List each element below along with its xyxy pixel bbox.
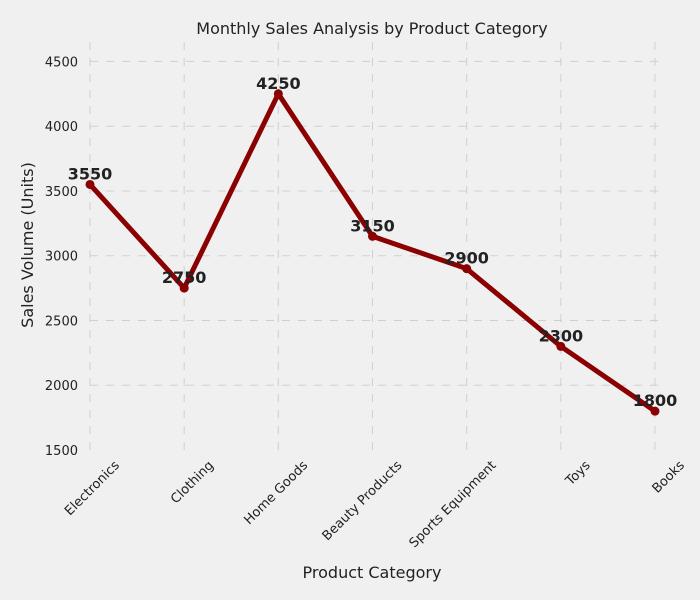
data-point [368, 231, 377, 241]
data-point [179, 283, 189, 293]
data-label: 1800 [633, 391, 678, 410]
x-tick-label: Beauty Products [320, 458, 406, 544]
x-tick-label: Sports Equipment [407, 458, 500, 551]
data-point [556, 341, 566, 351]
data-label: 2900 [444, 249, 489, 268]
x-tick-label: Clothing [168, 458, 217, 507]
y-tick-label: 2000 [45, 379, 78, 394]
series-group [85, 88, 660, 416]
data-point [85, 179, 95, 189]
x-axis-label: Product Category [303, 563, 442, 582]
x-tick-label: Home Goods [241, 458, 311, 528]
x-grid [89, 42, 656, 450]
y-tick-label: 2500 [45, 314, 78, 329]
x-tick-label: Books [650, 458, 688, 496]
x-tick-label: Electronics [62, 458, 123, 519]
data-point [273, 89, 283, 99]
x-tick-label: Toys [562, 458, 593, 489]
data-label: 4250 [256, 74, 301, 93]
data-labels: 3550 2750 4250 3150 2900 2300 1800 [68, 74, 678, 410]
data-label: 3150 [350, 216, 395, 235]
data-point [462, 264, 472, 274]
data-label: 2750 [162, 268, 207, 287]
y-tick-label: 1500 [45, 444, 78, 459]
y-tick-label: 3500 [45, 185, 78, 200]
y-tick-label: 3000 [45, 250, 78, 265]
data-label: 3550 [68, 164, 113, 183]
y-tick-label: 4000 [45, 120, 78, 135]
chart-title: Monthly Sales Analysis by Product Catego… [196, 19, 547, 38]
y-tick-label: 4500 [45, 55, 78, 70]
data-point [650, 406, 660, 416]
y-axis-ticks: 1500 2000 2500 3000 3500 4000 4500 [45, 55, 78, 459]
data-label: 2300 [539, 326, 584, 345]
y-axis-label: Sales Volume (Units) [18, 162, 37, 328]
x-axis-ticks: Electronics Clothing Home Goods Beauty Prod… [62, 458, 688, 551]
